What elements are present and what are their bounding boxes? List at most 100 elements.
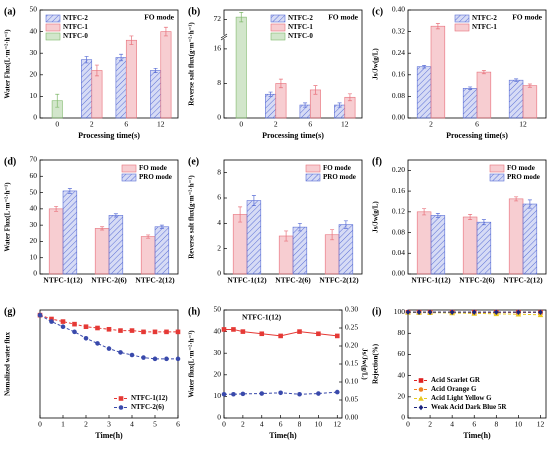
x-tick-label: 0 — [55, 120, 59, 129]
panel-label: (e) — [188, 156, 199, 167]
legend-label: PRO mode — [323, 173, 356, 181]
legend-label: Acid Scarlet GR — [431, 376, 481, 384]
x-axis-label: Processing time(s) — [446, 131, 508, 140]
bar — [92, 70, 102, 118]
marker — [141, 330, 146, 335]
bar — [247, 201, 261, 274]
y-axis-label: Rejection(%) — [372, 343, 380, 384]
y-tick-label: 50 — [30, 5, 38, 14]
x-tick-label: NTFC-1(12) — [411, 276, 451, 285]
y-tick-label: 40 — [398, 370, 406, 379]
marker — [241, 392, 246, 397]
bar — [325, 235, 339, 274]
y-tick-label: 6 — [217, 193, 221, 202]
bar — [509, 199, 523, 274]
y-tick-label: 8 — [217, 167, 221, 176]
marker — [153, 357, 158, 362]
x-tick-label: 3 — [107, 420, 111, 429]
panel-label: (d) — [4, 156, 16, 167]
marker — [38, 313, 43, 318]
x-tick-label: 0 — [222, 420, 226, 429]
legend-label: FO mode — [139, 164, 167, 172]
marker — [49, 319, 54, 324]
bar — [523, 204, 537, 274]
y-axis-label: Water Flux(L·m⁻²·h⁻¹) — [4, 182, 12, 252]
marker — [118, 350, 123, 355]
y-tick-label: 40 — [30, 204, 38, 213]
y-axis-label: Water Flux(L·m⁻²·h⁻¹) — [4, 29, 12, 99]
legend-swatch — [490, 174, 504, 181]
y-tick-label: 40 — [30, 26, 38, 35]
panel-label: (g) — [4, 306, 16, 317]
legend-label: NTFC-0 — [63, 32, 88, 40]
bar — [265, 94, 275, 118]
x-tick-label: 2 — [84, 420, 88, 429]
marker — [130, 353, 135, 358]
panel-label: (i) — [372, 306, 381, 317]
marker — [119, 405, 124, 410]
x-tick-label: 6 — [308, 120, 312, 129]
panel-label: (h) — [188, 306, 200, 317]
bar — [477, 72, 491, 118]
y-tick-label: 0 — [401, 413, 405, 422]
bar — [477, 222, 491, 274]
bar — [279, 236, 293, 274]
y-tick-label: 0.24 — [392, 48, 405, 57]
bar — [339, 225, 353, 274]
y-tick-label: 0 — [33, 113, 37, 122]
y2-tick-label: 0.25 — [345, 323, 358, 332]
y2-tick-label: 0.00 — [345, 413, 358, 422]
marker — [176, 357, 181, 362]
legend-label: Acid Orange G — [431, 385, 477, 393]
legend-swatch — [455, 24, 469, 31]
y-tick-label: 0.08 — [392, 227, 405, 236]
x-tick-label: 10 — [315, 420, 323, 429]
marker — [297, 392, 302, 397]
marker — [222, 392, 227, 397]
y2-tick-label: 0.20 — [345, 341, 358, 350]
y-tick-label: 80 — [398, 328, 406, 337]
legend-label: NTFC-2 — [63, 14, 88, 22]
x-tick-label: NTFC-2(12) — [503, 276, 543, 285]
bar — [116, 58, 126, 118]
y2-tick-label: 0.10 — [345, 377, 358, 386]
plot-frame — [224, 310, 342, 418]
marker — [107, 346, 112, 351]
bar — [431, 215, 445, 274]
y-tick-label: 0.32 — [392, 26, 405, 35]
y-axis-label: Js/Jw(g/L) — [372, 48, 380, 80]
y-tick-label: 72 — [214, 14, 222, 23]
legend-label: NTFC-2 — [472, 14, 497, 22]
marker — [130, 328, 135, 333]
legend-label: NTFC-1 — [472, 23, 497, 31]
legend-label: NTFC-1 — [288, 23, 313, 31]
x-tick-label: 1 — [61, 420, 65, 429]
bar — [81, 60, 91, 118]
y-tick-label: 30 — [30, 48, 38, 57]
y-tick-label: 0.04 — [392, 248, 405, 257]
x-tick-label: NTFC-2(6) — [459, 276, 495, 285]
legend-swatch — [306, 174, 320, 181]
legend-swatch — [46, 15, 60, 22]
legend-swatch — [490, 165, 504, 172]
x-tick-label: 2 — [428, 420, 432, 429]
y-tick-label: 30 — [214, 348, 222, 357]
x-tick-label: NTFC-2(12) — [319, 276, 359, 285]
x-tick-label: NTFC-2(6) — [91, 276, 127, 285]
y-tick-label: 2 — [217, 243, 221, 252]
panel-label: (a) — [4, 6, 16, 17]
legend-swatch — [455, 15, 469, 22]
y-tick-label: 0.16 — [392, 70, 405, 79]
bar — [63, 191, 77, 274]
y-tick-label: 10 — [214, 391, 222, 400]
y-tick-label: 0 — [217, 269, 221, 278]
y-tick-label: 0 — [217, 413, 221, 422]
y2-axis-label: Js/Jw(g/L) — [360, 348, 368, 380]
marker — [153, 330, 158, 335]
y-tick-label: 0.00 — [392, 113, 405, 122]
marker — [84, 336, 89, 341]
panel-label: (b) — [188, 6, 200, 17]
y-tick-label: 50 — [30, 187, 38, 196]
x-tick-label: 6 — [472, 420, 476, 429]
